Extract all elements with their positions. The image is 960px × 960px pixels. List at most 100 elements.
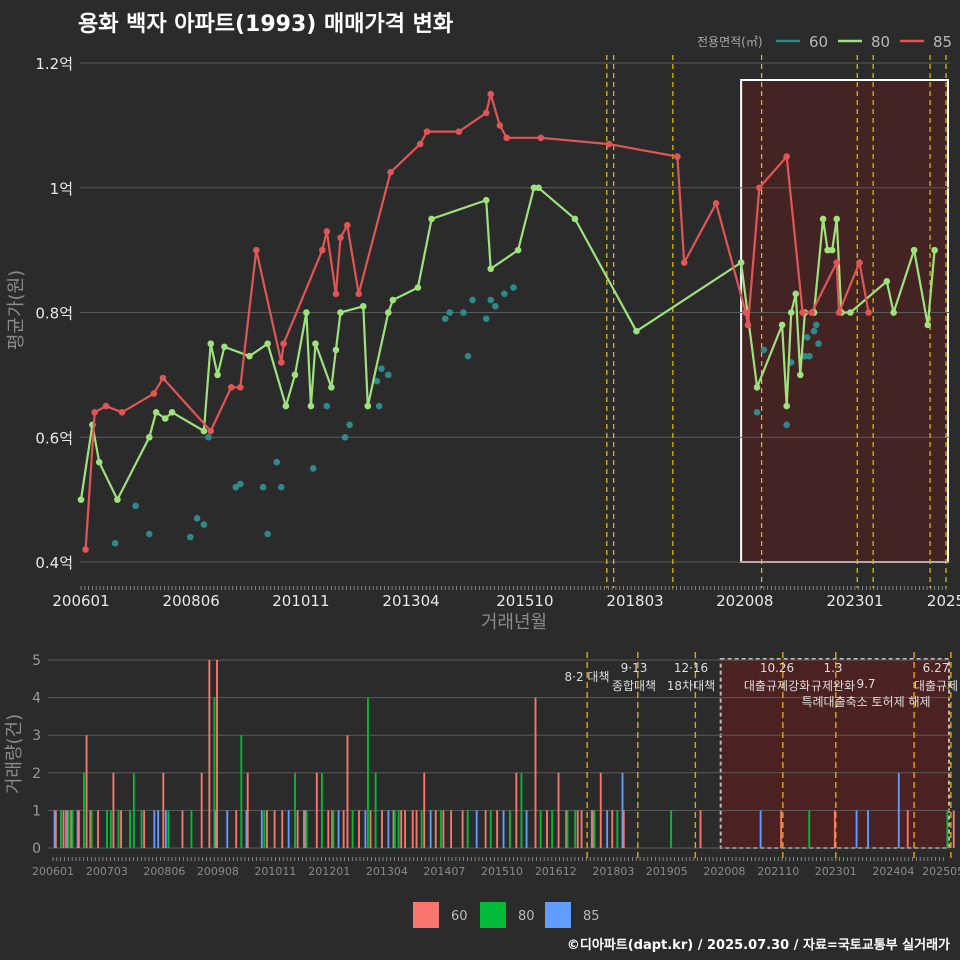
data-point xyxy=(207,427,215,435)
volume-bar xyxy=(574,810,577,848)
data-point xyxy=(102,402,110,410)
policy-annotation: 12·16 18차대책 xyxy=(667,661,715,693)
x-axis-title: 거래년월 xyxy=(481,612,547,633)
legend-swatch xyxy=(413,902,439,928)
volume-bar xyxy=(397,810,400,848)
volume-bar xyxy=(434,810,437,848)
policy-annotation: 6.27 대출규제 xyxy=(914,661,958,693)
volume-bar xyxy=(112,772,115,848)
volume-bar xyxy=(303,810,305,848)
volume-bar xyxy=(200,772,203,848)
volume-bar xyxy=(525,810,528,848)
volume-bar xyxy=(520,772,523,848)
y-axis-title: 평균가(원) xyxy=(6,270,27,350)
data-point xyxy=(280,340,287,347)
y-tick-label: 4 xyxy=(32,691,41,707)
policy-annotation: 8·2 대책 xyxy=(565,669,610,684)
data-point xyxy=(803,334,811,341)
volume-bar xyxy=(367,697,369,848)
legend-label: 80 xyxy=(518,909,535,924)
data-point xyxy=(537,134,545,142)
volume-bar xyxy=(387,810,390,848)
y-tick-label: 3 xyxy=(32,728,41,744)
x-tick-label: 200703 xyxy=(86,865,128,878)
volume-bar xyxy=(780,810,783,848)
data-point xyxy=(152,409,160,416)
data-point xyxy=(227,384,235,391)
volume-bar xyxy=(415,810,418,848)
data-point xyxy=(815,340,822,347)
volume-bar xyxy=(515,772,518,848)
data-point xyxy=(742,309,749,316)
data-point xyxy=(200,427,208,435)
data-point xyxy=(806,352,813,360)
volume-bar xyxy=(216,660,218,848)
data-point xyxy=(337,234,344,241)
volume-bar xyxy=(140,810,143,848)
volume-bar xyxy=(190,810,193,848)
annotation-line1: 12·16 xyxy=(674,661,708,675)
volume-panel: 0 1 2 3 4 5 200601 200703 200806 200908 201011 2012… xyxy=(4,652,960,928)
y-tick-label: 0.4억 xyxy=(35,554,73,572)
data-point xyxy=(783,402,790,410)
data-point xyxy=(282,402,290,410)
volume-bar xyxy=(411,810,414,848)
data-point xyxy=(487,296,495,304)
volume-bar xyxy=(157,810,160,848)
data-point xyxy=(186,533,194,541)
volume-bar xyxy=(952,810,955,848)
data-point xyxy=(756,184,763,192)
data-point xyxy=(278,359,285,366)
volume-bar xyxy=(153,810,156,848)
annotation-line2: 대출규제 xyxy=(914,679,958,693)
data-point xyxy=(364,402,372,410)
data-point xyxy=(482,196,490,204)
data-point xyxy=(530,184,538,192)
data-point xyxy=(95,458,103,466)
chart-title: 용화 백자 아파트(1993) 매매가격 변화 xyxy=(78,12,454,37)
volume-bar xyxy=(97,810,100,848)
top-legend: 전용면적(㎡) 60 80 85 xyxy=(697,33,952,51)
volume-bar xyxy=(466,810,469,848)
data-point xyxy=(323,228,331,235)
data-point xyxy=(833,259,841,266)
volume-bar xyxy=(699,810,702,848)
data-point xyxy=(312,340,319,347)
volume-bar xyxy=(590,810,593,848)
x-tick-label: 202008 xyxy=(716,592,773,610)
volume-bar xyxy=(65,810,68,848)
data-point xyxy=(332,346,340,354)
volume-bar xyxy=(369,810,372,848)
volume-bar xyxy=(273,810,276,848)
volume-bar xyxy=(381,810,383,848)
data-point xyxy=(571,215,579,223)
data-point xyxy=(278,483,285,491)
volume-bar xyxy=(759,810,762,848)
policy-annotation: 9·13 종합대책 xyxy=(612,661,656,693)
volume-bar xyxy=(320,772,323,848)
data-point xyxy=(797,371,804,379)
volume-bar xyxy=(502,810,505,848)
volume-bar xyxy=(534,697,537,848)
volume-bar xyxy=(70,810,73,848)
data-point xyxy=(824,246,831,254)
volume-bar xyxy=(392,810,395,848)
highlight-region xyxy=(740,79,950,563)
volume-bar xyxy=(332,810,335,848)
data-point xyxy=(387,168,394,176)
volume-bar xyxy=(404,810,406,848)
data-point xyxy=(323,402,331,410)
data-point xyxy=(318,246,326,254)
volume-bar xyxy=(76,810,79,848)
data-point xyxy=(441,315,449,323)
data-point xyxy=(378,365,385,372)
volume-bar xyxy=(342,810,345,848)
annotation-line1: 9.7 xyxy=(856,677,875,691)
data-point xyxy=(712,200,720,207)
data-point xyxy=(910,246,918,254)
volume-bar xyxy=(616,810,619,848)
annotation-line1: 1.3 xyxy=(823,661,842,675)
data-point xyxy=(355,290,363,298)
volume-bar xyxy=(265,810,268,848)
volume-bar xyxy=(77,810,80,848)
